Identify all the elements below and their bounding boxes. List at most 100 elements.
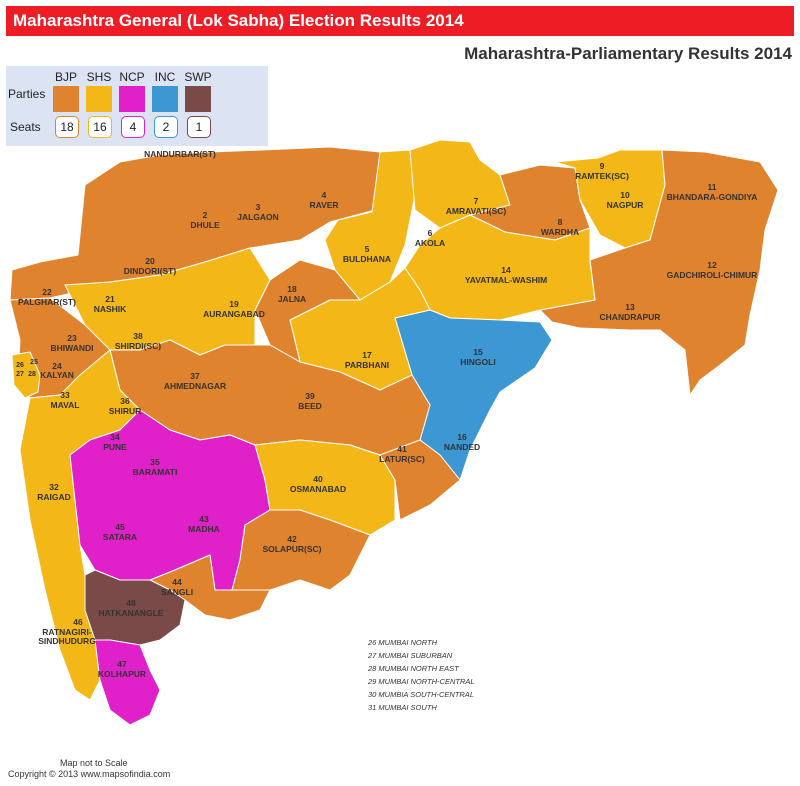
label-24-name: KALYAN (40, 370, 74, 380)
label-32-num: 32 (49, 482, 59, 492)
label-18-name: JALNA (278, 294, 306, 304)
label-15-num: 15 (473, 347, 483, 357)
label-37-name: AHMEDNAGAR (164, 381, 226, 391)
label-32-name: RAIGAD (37, 492, 71, 502)
label-10-name: NAGPUR (607, 200, 644, 210)
label-33-num: 33 (60, 390, 70, 400)
label-12-num: 12 (707, 260, 717, 270)
constituency-labels: NANDURBAR(ST) 2 DHULE 3 JALGAON 4 RAVER … (16, 149, 757, 679)
bjp-swatch (53, 86, 79, 112)
label-23-num: 23 (67, 333, 77, 343)
region-coast-shs (19, 349, 141, 701)
label-8-name: WARDHA (541, 227, 579, 237)
label-2-name: DHULE (190, 220, 220, 230)
label-45-name: SATARA (103, 532, 137, 542)
label-18-num: 18 (287, 284, 297, 294)
legend-item-bjp: BJP (52, 70, 80, 112)
label-6-num: 6 (428, 228, 433, 238)
label-34-name: PUNE (103, 442, 127, 452)
label-44-num: 44 (172, 577, 182, 587)
label-44-name: SANGLI (161, 587, 193, 597)
label-37-num: 37 (190, 371, 200, 381)
label-11-num: 11 (708, 182, 717, 192)
legend-item-shs: SHS (85, 70, 113, 112)
label-10-num: 10 (620, 190, 630, 200)
label-3-name: JALGAON (237, 212, 279, 222)
label-27-num: 27 (16, 371, 24, 378)
label-11-name: BHANDARA-GONDIYA (667, 192, 758, 202)
label-26-num: 26 (16, 362, 24, 369)
inc-seat-count: 2 (154, 116, 178, 138)
scale-note: Map not to Scale (60, 758, 128, 768)
label-43-name: MADHA (188, 524, 220, 534)
mumbai-list-item: 31 MUMBAI SOUTH (368, 703, 437, 712)
inc-swatch (152, 86, 178, 112)
ncp-seat-count: 4 (121, 116, 145, 138)
label-24-num: 24 (52, 361, 62, 371)
label-46-name-2: SINDHUDURG (38, 636, 96, 646)
label-13-name: CHANDRAPUR (600, 312, 661, 322)
label-41-name: LATUR(SC) (379, 454, 425, 464)
legend-seats-label: Seats (10, 120, 41, 134)
shs-swatch (86, 86, 112, 112)
swp-seat-count: 1 (187, 116, 211, 138)
mumbai-list-item: 28 MUMBAI NORTH EAST (368, 664, 459, 673)
label-25-num: 25 (30, 359, 38, 366)
region-solapur-sangli-bjp (231, 509, 371, 591)
legend-parties-label: Parties (8, 87, 46, 101)
label-45-num: 45 (115, 522, 125, 532)
label-12-name: GADCHIROLI-CHIMUR (667, 270, 758, 280)
region-osmanabad-shs (254, 439, 396, 536)
label-38-name: SHIRDI(SC) (115, 341, 161, 351)
label-43-num: 43 (199, 514, 209, 524)
label-20-name: DINDORI(ST) (124, 266, 177, 276)
ncp-swatch (119, 86, 145, 112)
party-legend: Parties Seats BJP SHS NCP INC SWP 18 16 … (6, 66, 268, 146)
label-13-num: 13 (625, 302, 635, 312)
label-6-name: AKOLA (415, 238, 445, 248)
label-33-name: MAVAL (51, 400, 80, 410)
region-jalna-bjp (254, 259, 361, 363)
label-8-num: 8 (558, 217, 563, 227)
label-20-num: 20 (145, 256, 155, 266)
copyright-notice: Copyright © 2013 www.mapsofindia.com (8, 769, 171, 779)
label-39-num: 39 (305, 391, 315, 401)
label-23-name: BHIWANDI (51, 343, 94, 353)
label-21-name: NASHIK (94, 304, 127, 314)
label-39-name: BEED (298, 401, 322, 411)
label-1: NANDURBAR(ST) (144, 149, 216, 159)
label-2-num: 2 (203, 210, 208, 220)
label-22-num: 22 (42, 287, 52, 297)
label-48-num: 48 (126, 598, 136, 608)
label-9-num: 9 (600, 161, 605, 171)
region-east-bjp (539, 149, 779, 396)
label-19-num: 19 (229, 299, 239, 309)
bjp-seat-count: 18 (55, 116, 79, 138)
label-48-name: HATKANANGLE (98, 608, 163, 618)
legend-item-swp: SWP (184, 70, 212, 112)
swp-swatch (185, 86, 211, 112)
label-14-num: 14 (501, 265, 511, 275)
legend-party-name: SWP (184, 70, 212, 84)
legend-party-name: SHS (86, 70, 112, 84)
label-35-num: 35 (150, 457, 160, 467)
label-16-name: NANDED (444, 442, 480, 452)
label-3-num: 3 (256, 202, 261, 212)
label-36-num: 36 (120, 396, 130, 406)
label-15-name: HINGOLI (460, 357, 495, 367)
region-northwest-bjp (9, 146, 396, 301)
mumbai-list-item: 29 MUMBAI NORTH-CENTRAL (368, 677, 475, 686)
label-28-num: 28 (28, 371, 36, 378)
shs-seat-count: 16 (88, 116, 112, 138)
label-41-num: 41 (397, 444, 407, 454)
label-21-num: 21 (105, 294, 115, 304)
page-title: Maharashtra General (Lok Sabha) Election… (13, 11, 464, 30)
label-5-name: BULDHANA (343, 254, 391, 264)
label-42-name: SOLAPUR(SC) (262, 544, 321, 554)
region-latur-bjp (349, 439, 461, 521)
label-4-num: 4 (322, 190, 327, 200)
map-subtitle: Maharashtra-Parliamentary Results 2014 (464, 44, 792, 63)
label-46-name: RATNAGIRI- (42, 627, 92, 637)
label-47-name: KOLHAPUR (98, 669, 146, 679)
